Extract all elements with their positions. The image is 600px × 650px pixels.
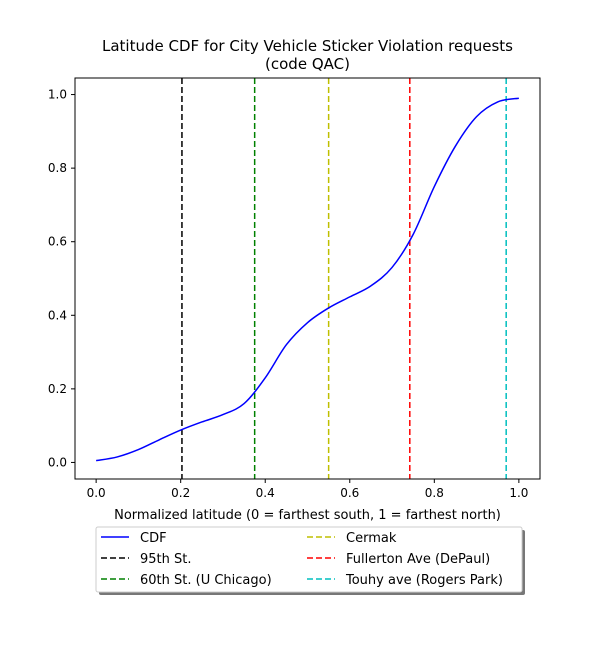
series-line-0 — [96, 97, 519, 462]
legend-label-1: 95th St. — [140, 552, 192, 567]
y-tick-label-4: 0.8 — [48, 161, 67, 175]
legend-label-2: 60th St. (U Chicago) — [140, 573, 272, 588]
x-tick-label-4: 0.8 — [425, 486, 444, 500]
x-axis-ticks: 0.0 0.2 0.4 0.6 0.8 1.0 — [87, 479, 528, 500]
legend-label-0: CDF — [140, 531, 167, 546]
legend-label-5: Touhy ave (Rogers Park) — [345, 573, 503, 588]
series-lines — [96, 97, 519, 462]
y-tick-label-0: 0.0 — [48, 455, 67, 469]
x-axis-label: Normalized latitude (0 = farthest south,… — [114, 508, 501, 523]
y-axis-ticks: 0.0 0.2 0.4 0.6 0.8 1.0 — [48, 88, 75, 469]
y-tick-label-3: 0.6 — [48, 235, 67, 249]
reference-lines — [181, 78, 507, 479]
y-tick-label-1: 0.2 — [48, 382, 67, 396]
x-tick-label-5: 1.0 — [509, 486, 528, 500]
x-tick-label-2: 0.4 — [256, 486, 275, 500]
plot-frame — [74, 77, 541, 480]
x-tick-label-0: 0.0 — [87, 486, 106, 500]
legend-label-3: Cermak — [346, 531, 397, 546]
chart-title-line2: (code QAC) — [265, 55, 350, 73]
legend-label-4: Fullerton Ave (DePaul) — [346, 552, 490, 567]
legend: CDF 95th St. 60th St. (U Chicago) Cermak Ful… — [95, 526, 525, 595]
y-tick-label-5: 1.0 — [48, 88, 67, 102]
y-tick-label-2: 0.4 — [48, 308, 67, 322]
x-tick-label-1: 0.2 — [171, 486, 190, 500]
chart-title-line1: Latitude CDF for City Vehicle Sticker Vi… — [102, 37, 513, 55]
x-tick-label-3: 0.6 — [340, 486, 359, 500]
legend-box — [95, 526, 523, 593]
